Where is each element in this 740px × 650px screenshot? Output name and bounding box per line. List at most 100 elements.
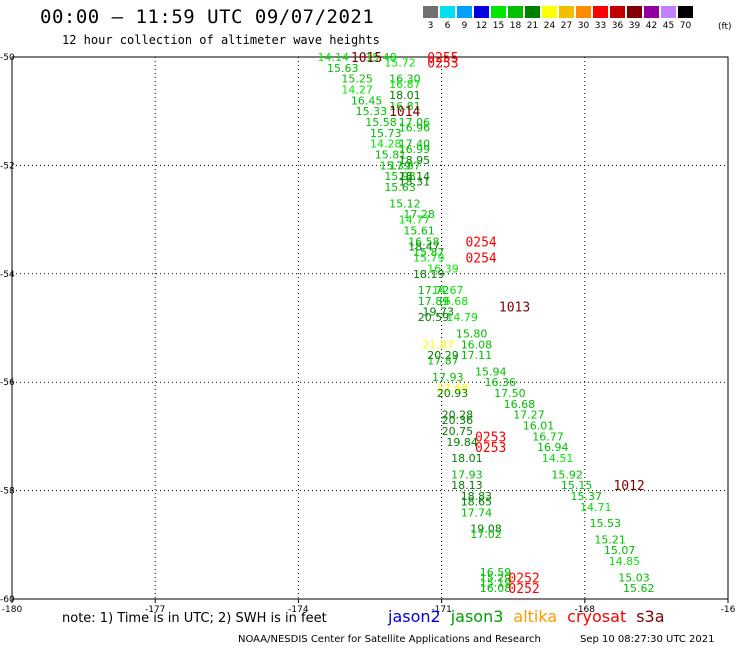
legend-label: 30	[577, 21, 590, 31]
swh-value: 20.36	[442, 414, 474, 427]
swh-value: 22.68	[437, 382, 469, 395]
pass-time-label: 0253	[475, 430, 506, 445]
footer-timestamp: Sep 10 08:27:30 UTC 2021	[580, 634, 715, 645]
legend-label: 42	[645, 21, 658, 31]
time-labels: 1015 025502531014025402541013025302531012…	[351, 51, 645, 597]
legend-swatch	[575, 5, 592, 19]
swh-value: 17.72	[418, 284, 450, 297]
swh-value: 20.93	[437, 387, 469, 400]
plot-frame	[11, 56, 729, 600]
swh-value: 17.02	[470, 528, 502, 541]
swh-value: 14.79	[446, 311, 478, 324]
swh-value: 14.71	[580, 501, 612, 514]
swh-value: 18.14	[399, 170, 431, 183]
legend-swatch	[677, 5, 694, 19]
swh-value: 15.80	[456, 327, 488, 340]
swh-value: 15.92	[551, 468, 583, 481]
satellite-altika: altika	[513, 607, 558, 626]
y-tick-label: -60	[0, 595, 15, 605]
legend-label: 27	[560, 21, 573, 31]
legend-swatch	[524, 5, 541, 19]
swh-value: 20.75	[442, 425, 474, 438]
swh-value: 19.08	[470, 523, 502, 536]
swh-value: 14.77	[399, 214, 431, 227]
swh-value: 15.03	[618, 571, 650, 584]
swh-value: 19.73	[423, 306, 455, 319]
legend-swatches	[422, 5, 694, 19]
legend-swatch	[541, 5, 558, 19]
legend-labels: 3 6 9 12 15 18 21 24 27 30 33 36 39 42 45 70	[422, 21, 694, 31]
swh-value: 16.77	[532, 430, 564, 443]
swh-value: 17.50	[494, 387, 526, 400]
legend-label: 21	[526, 21, 539, 31]
y-tick-label: -52	[0, 161, 15, 171]
swh-value: 15.73	[370, 127, 402, 140]
page-subtitle: 12 hour collection of altimeter wave hei…	[62, 33, 380, 47]
swh-value: 15.29	[480, 571, 512, 584]
swh-value: 16.08	[461, 338, 493, 351]
swh-value: 15.53	[590, 517, 622, 530]
swh-value: 17.93	[432, 371, 464, 384]
legend-label: 3	[427, 21, 434, 31]
x-tick-label: -174	[288, 605, 309, 615]
swh-value: 16.01	[523, 420, 555, 433]
swh-value: 16.45	[351, 94, 383, 107]
legend-swatch	[456, 5, 473, 19]
swh-value: 15.61	[403, 224, 435, 237]
legend-label: 18	[509, 21, 522, 31]
legend-swatch	[439, 5, 456, 19]
swh-value: 16.36	[485, 376, 517, 389]
pass-time-label: 0254	[465, 252, 496, 267]
swh-value: 14.28	[370, 138, 402, 151]
swh-value: 15.98	[384, 170, 416, 183]
swh-value: 16.94	[537, 441, 569, 454]
x-axis-ticks: -180 -177 -174 -171 -168 -16	[2, 599, 736, 615]
pass-time-label: 0254	[465, 235, 496, 250]
satellite-cryosat: cryosat	[567, 607, 627, 626]
swh-value: 16.99	[399, 143, 431, 156]
chart-grid	[12, 57, 728, 599]
swh-value: 15.07	[604, 544, 636, 557]
legend-label: 33	[594, 21, 607, 31]
pass-time-label: 1013	[499, 300, 530, 315]
x-tick-label: -171	[431, 605, 451, 615]
swh-value: 17.74	[461, 506, 493, 519]
legend-label: 6	[444, 21, 451, 31]
x-tick-label: -180	[2, 605, 23, 615]
swh-value: 17.28	[403, 208, 435, 221]
swh-value: 18.83	[461, 490, 493, 503]
pass-time-label: 1015	[351, 51, 382, 66]
page-title: 00:00 – 11:59 UTC 09/07/2021	[40, 6, 375, 28]
swh-value: 17.40	[399, 138, 431, 151]
y-axis-ticks: -50 -52 -54 -56 -58 -60	[0, 53, 15, 605]
swh-value: 18.19	[413, 268, 445, 281]
swh-value: 21.87	[423, 338, 455, 351]
pass-time-label: 1012	[613, 479, 644, 494]
swh-value: 15.81	[375, 149, 407, 162]
swh-value: 15.87	[413, 246, 445, 259]
swh-value: 15.79	[413, 252, 445, 265]
swh-value: 17.11	[461, 349, 493, 362]
legend-swatch	[660, 5, 677, 19]
legend-swatch	[626, 5, 643, 19]
swh-value: 14.14	[317, 51, 349, 64]
swh-value: 18.01	[389, 89, 421, 102]
swh-value: 14.27	[341, 84, 373, 97]
swh-value: 16.08	[480, 582, 512, 595]
swh-value: 19.84	[446, 436, 478, 449]
legend-label: 70	[679, 21, 692, 31]
swh-value: 16.59	[480, 566, 512, 579]
swh-value: 16.96	[399, 121, 431, 134]
color-legend: 3 6 9 12 15 18 21 24 27 30 33 36 39 42 45 70	[422, 5, 694, 31]
swh-value: 14.85	[609, 555, 641, 568]
swh-value: 15.21	[594, 533, 626, 546]
swh-value: 18.65	[461, 495, 493, 508]
swh-value: 16.30	[389, 73, 421, 86]
legend-label: 12	[475, 21, 488, 31]
legend-label: 36	[611, 21, 624, 31]
swh-value: 15.63	[327, 62, 359, 75]
swh-value: 16.68	[437, 295, 469, 308]
y-tick-label: -56	[0, 378, 15, 388]
swh-value: 15.15	[561, 479, 593, 492]
